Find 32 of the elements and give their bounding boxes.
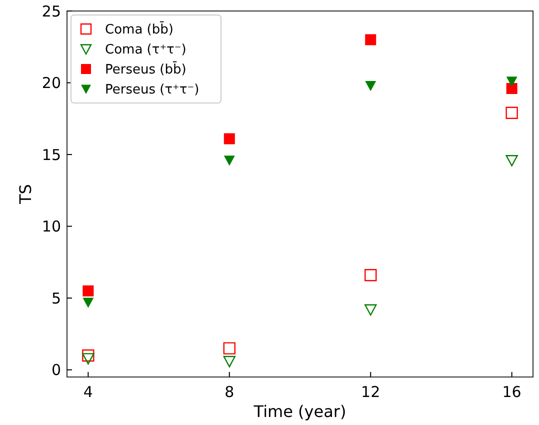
y-axis-title: TS	[16, 184, 35, 205]
x-tick-label: 4	[83, 383, 93, 401]
point	[82, 285, 94, 296]
y-tick-label: 10	[42, 218, 61, 236]
point	[506, 76, 518, 87]
point	[364, 268, 377, 282]
point	[223, 342, 236, 354]
x-tick-label: 12	[361, 383, 380, 401]
point	[223, 356, 236, 368]
point	[506, 83, 518, 94]
point	[82, 353, 94, 364]
legend-label: Perseus (τ⁺τ⁻)	[105, 82, 200, 98]
point	[82, 298, 94, 308]
legend-label: Coma (bb̄)	[105, 21, 174, 38]
y-tick-label: 5	[51, 289, 61, 308]
point	[365, 34, 376, 46]
legend-label: Coma (τ⁺τ⁻)	[105, 42, 186, 58]
point	[506, 106, 518, 120]
point	[224, 156, 235, 166]
y-tick-label: 25	[42, 2, 61, 20]
x-tick-label: 8	[224, 383, 234, 401]
y-tick-label: 0	[51, 361, 61, 380]
legend-label: Perseus (bb̄)	[105, 61, 186, 78]
point	[224, 133, 235, 144]
y-tick-label: 20	[42, 74, 61, 92]
point	[365, 80, 376, 92]
point	[82, 349, 94, 362]
point	[506, 154, 518, 166]
x-tick-label: 16	[502, 383, 522, 401]
point	[364, 304, 377, 316]
x-axis-title: Time (year)	[252, 402, 346, 421]
y-tick-label: 15	[42, 146, 61, 164]
